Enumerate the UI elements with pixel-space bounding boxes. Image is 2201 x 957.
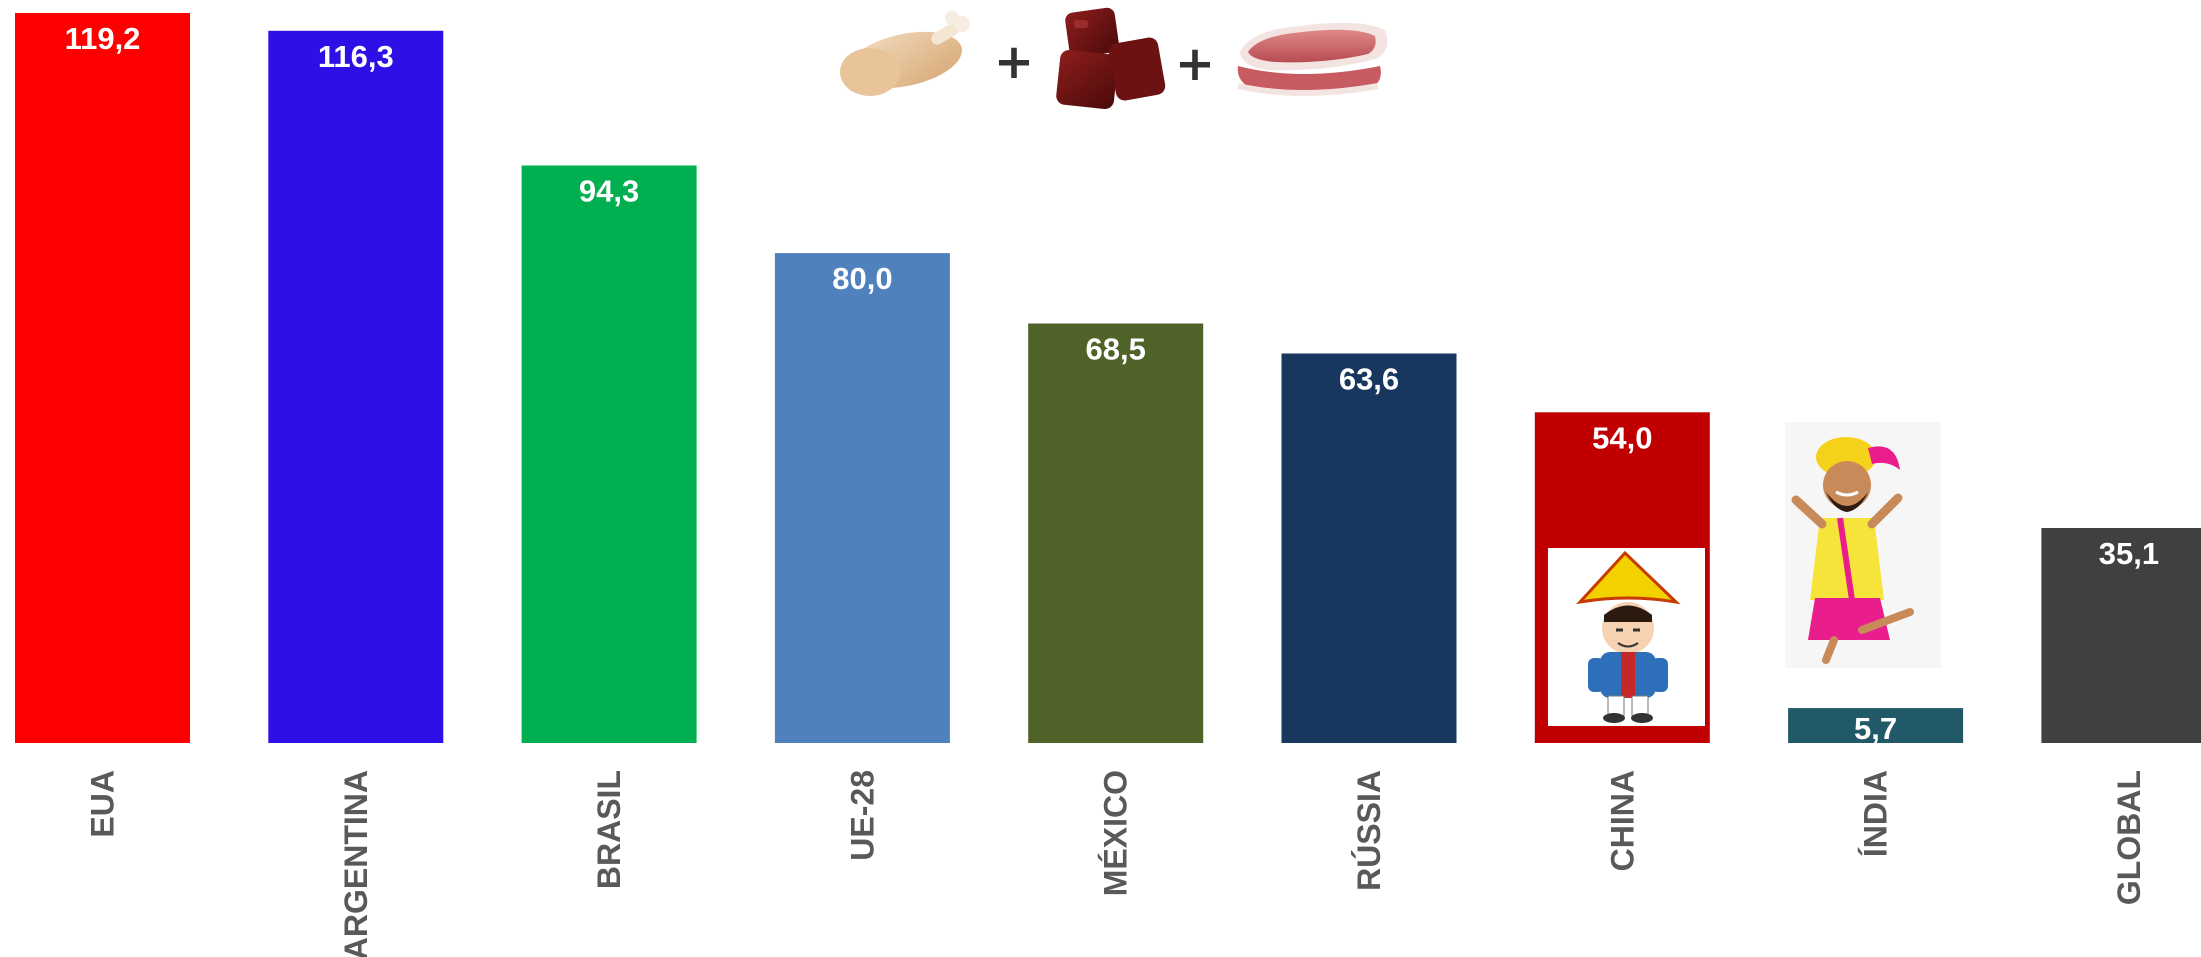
data-label-6: 54,0 [1592, 420, 1652, 455]
value-labels-group: 119,2 116,3 94,3 80,0 68,5 63,6 54,0 5,7 35,1 [65, 21, 2160, 746]
category-label-0: EUA [85, 770, 121, 838]
data-label-8: 35,1 [2099, 536, 2159, 571]
category-label-2: BRASIL [591, 770, 627, 889]
bar-8 [2041, 528, 2201, 743]
data-label-3: 80,0 [832, 261, 892, 296]
data-label-1: 116,3 [318, 39, 394, 74]
category-labels-group: EUA ARGENTINA BRASIL UE-28 MÉXICO RÚSSIA CHINA… [85, 770, 2147, 957]
category-label-5: RÚSSIA [1351, 770, 1387, 891]
bar-7 [1788, 708, 1964, 743]
chicken-drumstick-icon [840, 11, 970, 96]
data-label-4: 68,5 [1086, 332, 1146, 367]
bar-5 [1281, 353, 1457, 743]
category-label-4: MÉXICO [1098, 770, 1134, 896]
beef-cubes-icon [1056, 7, 1166, 109]
category-label-7: ÍNDIA [1858, 770, 1894, 857]
data-label-7: 5,7 [1854, 711, 1897, 746]
bar-3 [774, 253, 950, 743]
data-label-2: 94,3 [579, 174, 639, 209]
bar-4 [1028, 323, 1204, 743]
data-label-5: 63,6 [1339, 362, 1399, 397]
bar-2 [521, 165, 697, 743]
plus-sign-1: + [994, 34, 1034, 90]
data-label-0: 119,2 [65, 21, 141, 56]
bar-1 [268, 30, 444, 744]
category-label-6: CHINA [1604, 770, 1640, 871]
category-label-1: ARGENTINA [338, 770, 374, 957]
bar-0 [15, 13, 190, 743]
bars-group [15, 13, 2201, 744]
pork-steak-icon [1237, 22, 1388, 96]
plus-sign-2: + [1175, 36, 1215, 92]
indian-dancer-icon [1785, 422, 1941, 668]
chinese-character-icon [1548, 548, 1705, 726]
category-label-8: GLOBAL [2111, 770, 2147, 905]
category-label-3: UE-28 [844, 770, 880, 861]
